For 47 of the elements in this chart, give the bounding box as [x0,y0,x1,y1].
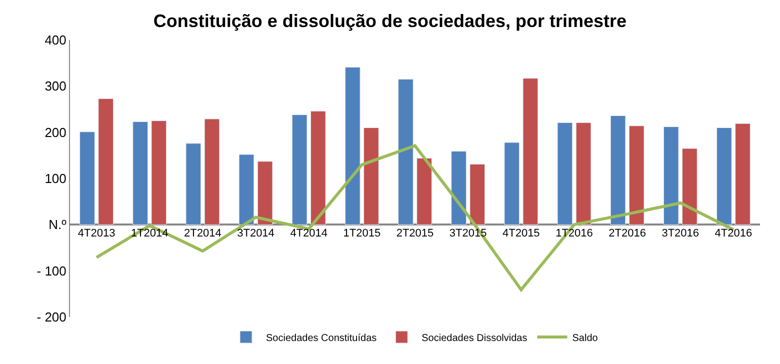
x-tick-label: 4T2013 [78,228,116,240]
bar [451,151,466,225]
x-tick-label: 2T2016 [608,228,646,240]
x-tick-label: 3T2016 [662,228,700,240]
y-tick-label: - 200 [36,310,66,325]
legend-label: Sociedades Dissolvidas [422,332,528,344]
x-tick-label: 4T2014 [290,228,328,240]
bar [186,143,202,225]
bar [310,110,326,225]
bar [344,66,360,225]
x-tick-label: 1T2015 [343,228,381,240]
bar [663,126,679,225]
bar [716,127,732,225]
y-tick-label: 400 [44,32,66,48]
y-tick-label: - 100 [36,263,66,278]
bar [238,154,254,225]
bar [610,115,626,225]
legend-label: Saldo [572,332,598,344]
bar [132,121,148,225]
bar [364,127,379,225]
x-tick-label: 2T2015 [396,228,434,240]
bar [735,123,750,225]
bar [576,122,592,225]
y-tick-label: 300 [44,78,66,94]
legend-label: Sociedades Constituídas [266,332,377,344]
bar [398,78,414,225]
y-tick-label: 100 [44,171,66,186]
bar [98,98,114,225]
bar [557,122,573,225]
x-tick-label: 3T2014 [237,228,274,240]
y-tick-label: N.º [48,217,67,232]
x-tick-label: 4T2016 [714,228,752,240]
bar [80,132,95,225]
bar [204,118,220,225]
bar [628,126,644,225]
bar [151,120,167,225]
bar [504,142,520,225]
bar [522,78,538,225]
bar [682,148,698,225]
bar [470,164,486,225]
bar [292,114,308,225]
x-tick-label: 2T2014 [184,228,222,240]
bar [257,161,273,225]
bar [416,158,432,225]
x-tick-label: 4T2015 [502,228,540,240]
chart-title: Constituição e dissolução de sociedades, por trimestre [153,11,627,32]
y-tick-label: 200 [44,124,66,140]
